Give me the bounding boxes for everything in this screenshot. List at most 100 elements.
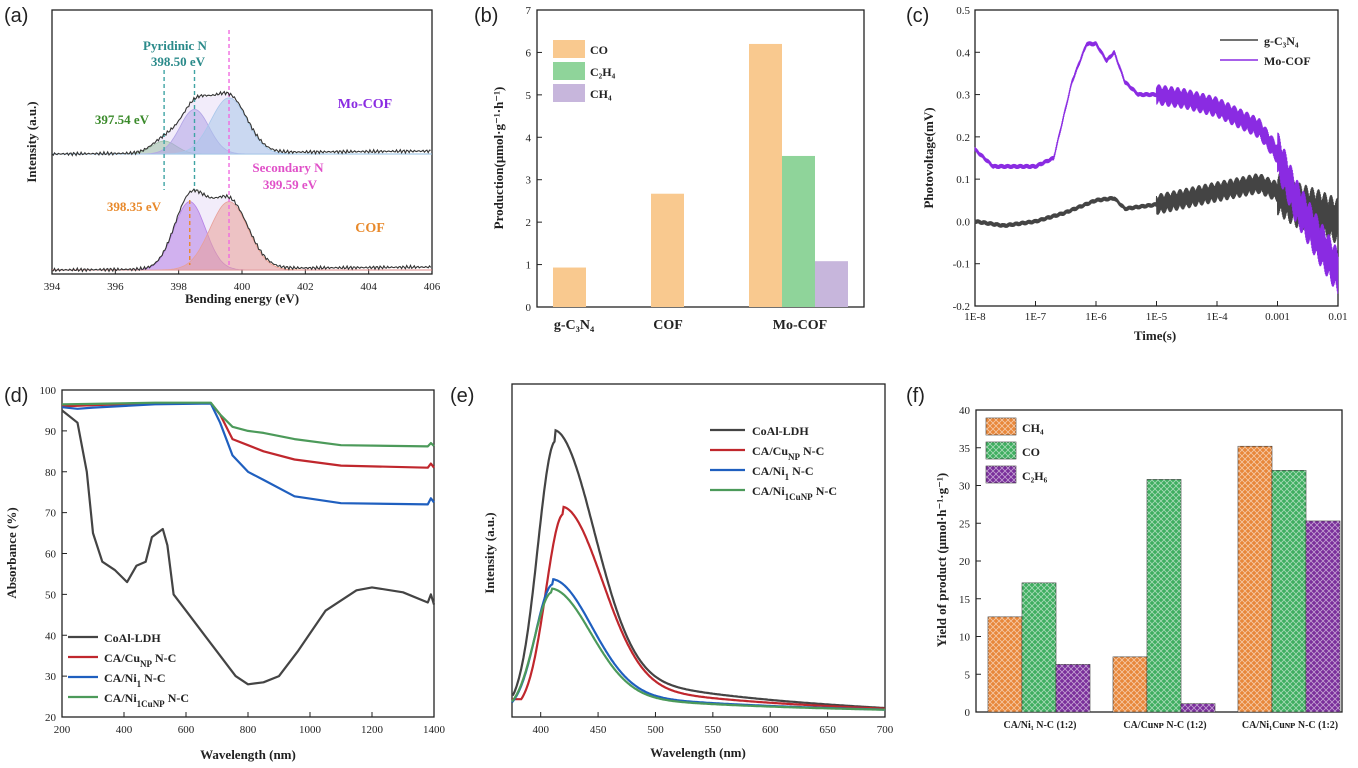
panel-d-ytick-label: 60 xyxy=(45,549,57,561)
panel-f-legend-label: C₂H₆ xyxy=(1022,469,1048,483)
panel-c-ytick-label: 0.2 xyxy=(956,132,970,144)
panel-d-xtick-label: 1400 xyxy=(423,724,446,736)
panel-d-ytick-label: 100 xyxy=(40,385,57,397)
panel-f-bar-hatch xyxy=(1272,470,1306,712)
panel-c-line-1 xyxy=(974,41,1339,294)
panel-b-category-labels: g-C₃N₄ COF Mo-COF xyxy=(554,318,827,333)
panel-e-xtick-label: 600 xyxy=(762,724,779,736)
panel-b-legend-swatch xyxy=(553,84,585,102)
panel-b-legend-label: CO xyxy=(590,43,608,57)
panel-d-ytick-label: 80 xyxy=(45,467,57,479)
panel-d-xtick-label: 1200 xyxy=(361,724,384,736)
panel-d: (d) 200 400 600 800 1000 1200 1400 20 30 40 50 60 70… xyxy=(4,385,446,762)
panel-d-ytick-label: 20 xyxy=(45,712,57,724)
panel-f-bar-hatch xyxy=(1306,520,1340,712)
panel-c-ylabel: Photovoltage(mV) xyxy=(921,107,936,208)
panel-c-xtick-label: 1E-4 xyxy=(1206,311,1228,323)
panel-f-ytick-label: 15 xyxy=(959,594,971,606)
panel-f-legend-label: CH₄ xyxy=(1022,421,1044,435)
panel-b-category-label: Mo-COF xyxy=(773,318,827,333)
panel-b: (b) 0 1 2 3 4 5 6 7 g-C₃N₄ COF Mo-COF CO C₂H₄ CH₄ P… xyxy=(474,5,865,333)
panel-d-ytick-label: 70 xyxy=(45,508,57,520)
panel-c-xtick-label: 0.01 xyxy=(1328,311,1347,323)
panel-e-legend-label: CA/Ni1CuNP N-C xyxy=(752,484,837,502)
panel-a-xlabel: Bending energy (eV) xyxy=(185,291,299,306)
panel-a-mo-cof-label: Mo-COF xyxy=(338,97,392,112)
panel-e-ticks: 400 450 500 550 600 650 700 xyxy=(532,712,894,736)
panel-a-cof-curve xyxy=(51,188,432,273)
panel-c-line-0 xyxy=(974,170,1339,244)
panel-b-ylabel: Production(μmol·g⁻¹·h⁻¹) xyxy=(491,87,506,230)
panel-a-ylabel: Intensity (a.u.) xyxy=(24,101,39,182)
panel-f-bars xyxy=(987,445,1341,713)
panel-a-annotation-397: 397.54 eV xyxy=(95,112,150,127)
panel-d-ytick-label: 50 xyxy=(45,589,57,601)
panel-b-frame xyxy=(536,9,865,308)
panel-c-ytick-label: 0.0 xyxy=(956,216,970,228)
panel-a-xtick-label: 404 xyxy=(360,281,377,293)
panel-c-xtick-label: 0.001 xyxy=(1265,311,1290,323)
panel-f-ytick-label: 35 xyxy=(959,443,971,455)
panel-b-ytick-label: 5 xyxy=(526,90,532,102)
panel-a-xticks: 394 396 398 400 402 404 406 xyxy=(44,269,441,293)
panel-d-ytick-label: 40 xyxy=(45,630,57,642)
panel-d-line-2 xyxy=(61,402,435,506)
panel-c-ytick-label: 0.4 xyxy=(956,47,970,59)
panel-f-ytick-label: 20 xyxy=(959,556,971,568)
panel-e-xlabel: Wavelength (nm) xyxy=(650,745,746,760)
panel-f-ytick-label: 5 xyxy=(965,669,971,681)
panel-a: (a) 394 396 398 400 402 404 406 Bending energy… xyxy=(4,5,441,306)
panel-c-xtick-label: 1E-7 xyxy=(1025,311,1047,323)
panel-a-xtick-label: 394 xyxy=(44,281,61,293)
panel-c-ticks: 1E-8 1E-7 1E-6 1E-5 1E-4 0.001 0.01 -0.2 -0.1 0.0… xyxy=(953,5,1348,323)
panel-f-bar-hatch xyxy=(1022,582,1056,712)
panel-f-ytick-label: 10 xyxy=(959,632,971,644)
panel-f-category-label: CA/Cuɴᴘ N-C (1:2) xyxy=(1123,720,1206,731)
panel-e-line-1 xyxy=(512,505,886,710)
panel-f-yticks: 0 5 10 15 20 25 30 35 40 xyxy=(959,405,981,719)
panel-d-ytick-label: 30 xyxy=(45,671,57,683)
panel-f-legend-hatch xyxy=(986,418,1016,435)
panel-f-category-label: CA/Ni₁ N-C (1:2) xyxy=(1004,720,1077,731)
panel-e-legend-label: CA/CuNP N-C xyxy=(752,444,824,462)
panel-f-bar-hatch xyxy=(1113,656,1147,712)
panel-e-line-3 xyxy=(511,587,885,711)
panel-d-ylabel: Absorbance (%) xyxy=(4,507,19,598)
panel-d-line-1 xyxy=(61,402,435,469)
panel-a-annotation-secondary-ev: 399.59 eV xyxy=(263,177,318,192)
panel-f-ytick-label: 30 xyxy=(959,481,971,493)
panel-b-category-label: COF xyxy=(653,318,683,333)
panel-a-label: (a) xyxy=(4,5,28,27)
panel-e: (e) 400 450 500 550 600 650 700 CoAl-LDH CA/CuN… xyxy=(450,383,894,760)
panel-a-cof-envelope xyxy=(52,191,432,270)
panel-b-bar-CO-0 xyxy=(553,267,586,307)
panel-c-ytick-label: -0.1 xyxy=(953,259,970,271)
panel-b-legend: CO C₂H₄ CH₄ xyxy=(553,40,616,102)
panel-b-legend-swatch xyxy=(553,62,585,80)
panel-f-legend: CH₄ CO C₂H₆ xyxy=(985,417,1048,484)
panel-f-bar-hatch xyxy=(1147,479,1181,712)
panel-d-line-3 xyxy=(61,401,435,448)
panel-c-ytick-label: 0.5 xyxy=(956,5,970,17)
panel-b-ytick-label: 2 xyxy=(526,217,532,229)
panel-b-bars xyxy=(553,43,848,307)
panel-d-xtick-label: 600 xyxy=(178,724,195,736)
panel-c-xlabel: Time(s) xyxy=(1134,328,1176,343)
panel-d-legend-label: CoAl-LDH xyxy=(104,631,161,645)
panel-c-legend: g-C₃N₄ Mo-COF xyxy=(1220,34,1311,68)
panel-f-category-label: CA/Ni₁Cuɴᴘ N-C (1:2) xyxy=(1242,720,1338,731)
panel-f-ylabel: Yield of product (μmol·h⁻¹·g⁻¹) xyxy=(934,473,949,647)
panel-e-xtick-label: 700 xyxy=(877,724,894,736)
panel-f-category-labels: CA/Ni₁ N-C (1:2) CA/Cuɴᴘ N-C (1:2) CA/Ni₁C… xyxy=(1004,720,1339,731)
panel-c-label: (c) xyxy=(906,5,929,27)
panel-a-mo-cof-curve xyxy=(51,90,431,157)
panel-e-xtick-label: 650 xyxy=(819,724,836,736)
panel-b-ytick-label: 3 xyxy=(526,175,532,187)
panel-b-ytick-label: 7 xyxy=(526,5,532,17)
panel-f-legend-hatch xyxy=(986,442,1016,459)
panel-f-bar-hatch xyxy=(1181,703,1215,712)
panel-d-xtick-label: 400 xyxy=(116,724,133,736)
panel-c-legend-label: Mo-COF xyxy=(1264,54,1311,68)
panel-c: (c) 1E-8 1E-7 1E-6 1E-5 1E-4 0.001 0.01 -0.2 -0.… xyxy=(906,5,1348,343)
